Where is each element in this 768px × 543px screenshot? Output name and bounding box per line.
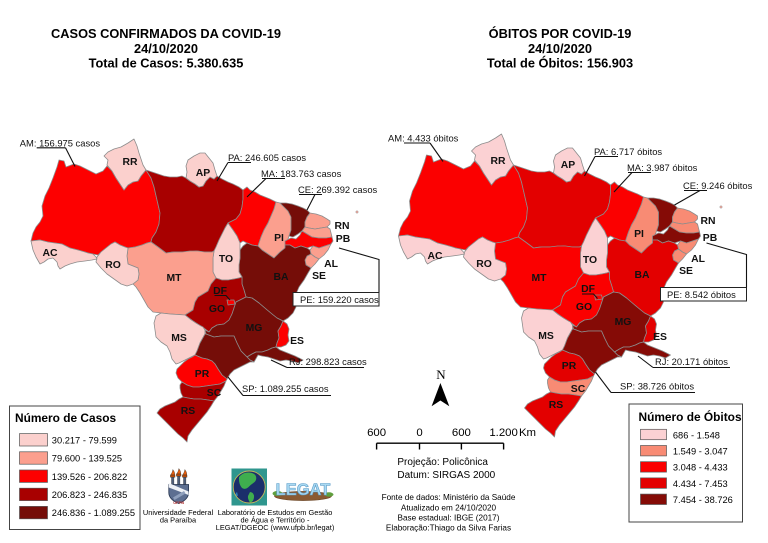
svg-text:Número de Casos: Número de Casos xyxy=(15,411,116,425)
svg-text:30.217 - 79.599: 30.217 - 79.599 xyxy=(52,435,117,445)
svg-text:AL: AL xyxy=(691,254,706,265)
svg-text:DF: DF xyxy=(581,284,595,295)
svg-text:SC: SC xyxy=(207,388,222,399)
svg-text:PE: 8.542 óbitos: PE: 8.542 óbitos xyxy=(667,289,736,300)
svg-text:UFPB: UFPB xyxy=(173,500,184,505)
svg-text:246.836 - 1.089.255: 246.836 - 1.089.255 xyxy=(52,508,135,518)
svg-text:Total de Óbitos: 156.903: Total de Óbitos: 156.903 xyxy=(487,56,633,71)
svg-text:AP: AP xyxy=(196,168,211,179)
svg-text:MS: MS xyxy=(171,333,187,344)
svg-text:TO: TO xyxy=(583,255,597,266)
svg-text:RR: RR xyxy=(490,156,506,167)
svg-text:79.600 - 139.525: 79.600 - 139.525 xyxy=(52,454,122,464)
svg-text:BA: BA xyxy=(634,270,650,281)
svg-text:Elaboração:Thiago da Silva Far: Elaboração:Thiago da Silva Farias xyxy=(386,524,511,533)
svg-text:TO: TO xyxy=(219,254,233,265)
svg-text:Laboratório de Estudos em Gest: Laboratório de Estudos em Gestão xyxy=(218,508,333,517)
svg-text:600: 600 xyxy=(367,427,386,439)
svg-text:Datum: SIRGAS 2000: Datum: SIRGAS 2000 xyxy=(397,470,495,481)
svg-text:600: 600 xyxy=(452,427,471,439)
svg-text:686 - 1.548: 686 - 1.548 xyxy=(673,430,720,440)
svg-text:de Água e Território -: de Água e Território - xyxy=(241,516,310,525)
svg-text:PA: 246.605 casos: PA: 246.605 casos xyxy=(228,152,306,163)
svg-text:Base estadual: IBGE (2017): Base estadual: IBGE (2017) xyxy=(398,514,500,523)
svg-text:Atualizado em 24/10/2020: Atualizado em 24/10/2020 xyxy=(401,503,497,512)
svg-text:BA: BA xyxy=(273,272,289,283)
svg-text:MS: MS xyxy=(538,331,554,342)
svg-text:SE: SE xyxy=(312,271,326,282)
svg-text:PB: PB xyxy=(336,234,351,245)
svg-text:SP: 1.089.255 casos: SP: 1.089.255 casos xyxy=(242,383,329,394)
svg-text:ES: ES xyxy=(290,336,304,347)
svg-text:LEGAT/DGEOC (www.ufpb.br/legat: LEGAT/DGEOC (www.ufpb.br/legat) xyxy=(216,523,335,532)
svg-text:PA: 6.717 óbitos: PA: 6.717 óbitos xyxy=(594,146,662,157)
svg-text:24/10/2020: 24/10/2020 xyxy=(134,41,198,56)
svg-text:CASOS CONFIRMADOS DA COVID-19: CASOS CONFIRMADOS DA COVID-19 xyxy=(51,26,281,41)
svg-text:RS: RS xyxy=(549,400,564,411)
svg-text:GO: GO xyxy=(576,302,592,313)
svg-text:AP: AP xyxy=(561,160,576,171)
svg-text:AM: 4.433 óbitos: AM: 4.433 óbitos xyxy=(388,133,459,144)
svg-text:MT: MT xyxy=(531,273,547,284)
svg-text:4.434 - 7.453: 4.434 - 7.453 xyxy=(673,479,728,489)
svg-text:SE: SE xyxy=(679,266,693,277)
svg-text:0: 0 xyxy=(416,427,422,439)
svg-text:RO: RO xyxy=(476,259,492,270)
svg-text:1.549 - 3.047: 1.549 - 3.047 xyxy=(673,447,728,457)
svg-text:MG: MG xyxy=(615,317,632,328)
svg-text:SC: SC xyxy=(571,384,586,395)
svg-text:MG: MG xyxy=(246,323,263,334)
svg-text:Km: Km xyxy=(519,427,536,439)
svg-text:ES: ES xyxy=(653,332,667,343)
svg-text:7.454 - 38.726: 7.454 - 38.726 xyxy=(673,495,733,505)
svg-text:LEGAT: LEGAT xyxy=(276,481,331,499)
svg-text:RO: RO xyxy=(105,260,121,271)
svg-text:MA: 3.987 óbitos: MA: 3.987 óbitos xyxy=(627,162,698,173)
svg-text:206.823 - 246.835: 206.823 - 246.835 xyxy=(52,490,127,500)
svg-text:GO: GO xyxy=(209,304,225,315)
svg-text:AM: 156.975 casos: AM: 156.975 casos xyxy=(20,137,101,148)
svg-text:PI: PI xyxy=(634,229,644,240)
svg-text:PR: PR xyxy=(195,369,210,380)
svg-text:PE: 159.220 casos: PE: 159.220 casos xyxy=(300,294,379,305)
svg-text:PR: PR xyxy=(562,361,577,372)
svg-text:CE: 9.246 óbitos: CE: 9.246 óbitos xyxy=(683,180,753,191)
svg-text:SP: 38.726 óbitos: SP: 38.726 óbitos xyxy=(620,381,694,392)
svg-text:AL: AL xyxy=(324,259,339,270)
svg-text:3.048 - 4.433: 3.048 - 4.433 xyxy=(673,463,728,473)
svg-text:AC: AC xyxy=(42,248,58,259)
svg-text:PB: PB xyxy=(703,233,718,244)
svg-text:Total de Casos: 5.380.635: Total de Casos: 5.380.635 xyxy=(89,56,244,71)
svg-text:RJ: 20.171 óbitos: RJ: 20.171 óbitos xyxy=(655,356,728,367)
svg-text:RN: RN xyxy=(334,221,349,232)
svg-text:MT: MT xyxy=(166,273,182,284)
svg-text:Projeção: Policônica: Projeção: Policônica xyxy=(397,457,488,468)
svg-text:AC: AC xyxy=(427,251,443,262)
svg-text:Fonte de dados: Ministério da: Fonte de dados: Ministério da Saúde xyxy=(382,493,516,502)
svg-text:ÓBITOS POR COVID-19: ÓBITOS POR COVID-19 xyxy=(489,26,632,41)
svg-text:RS: RS xyxy=(181,406,196,417)
svg-text:da Paraíba: da Paraíba xyxy=(160,516,197,525)
svg-text:139.526 - 206.822: 139.526 - 206.822 xyxy=(52,472,127,482)
svg-text:RR: RR xyxy=(122,157,138,168)
svg-text:RN: RN xyxy=(700,216,715,227)
svg-text:DF: DF xyxy=(213,286,227,297)
svg-text:PI: PI xyxy=(274,233,284,244)
svg-text:Número de Óbitos: Número de Óbitos xyxy=(639,409,742,424)
svg-text:24/10/2020: 24/10/2020 xyxy=(528,41,592,56)
svg-text:MA: 183.763 casos: MA: 183.763 casos xyxy=(261,168,342,179)
svg-text:RJ: 298.823 casos: RJ: 298.823 casos xyxy=(289,356,367,367)
svg-text:Universidade Federal: Universidade Federal xyxy=(143,508,214,517)
svg-text:CE: 269.392 casos: CE: 269.392 casos xyxy=(298,184,378,195)
svg-text:N: N xyxy=(436,367,446,382)
svg-text:1.200: 1.200 xyxy=(489,427,518,439)
